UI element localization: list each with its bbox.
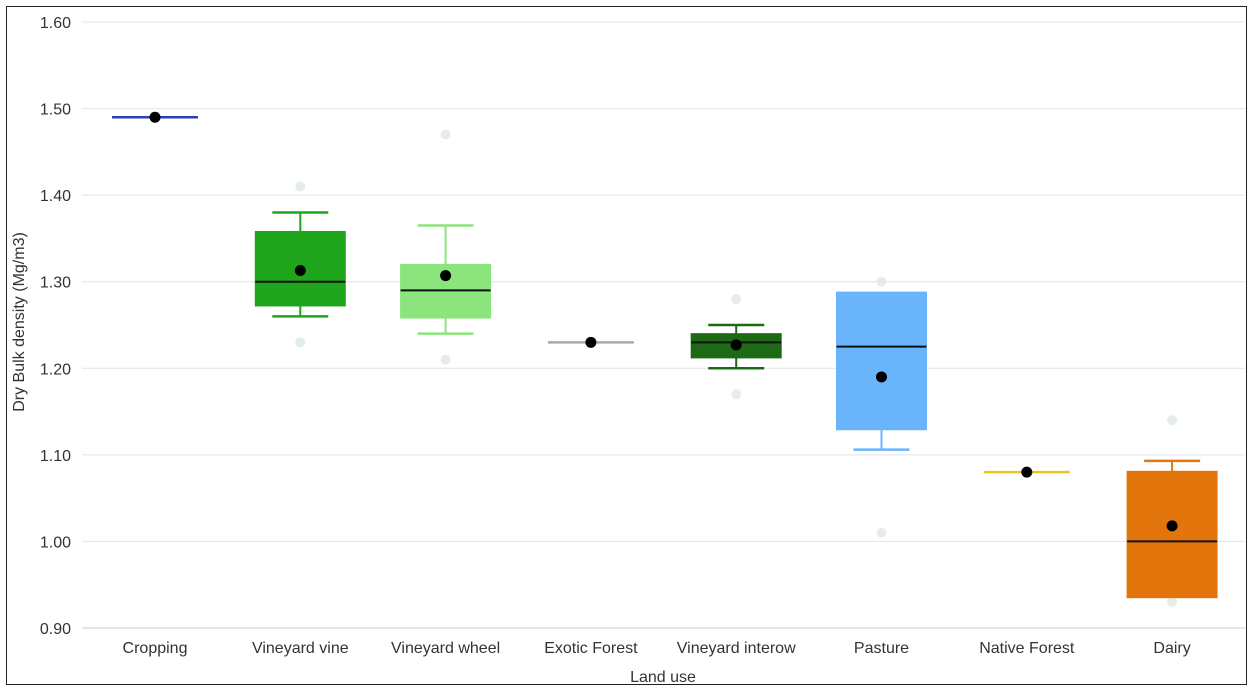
x-tick-label: Vineyard wheel bbox=[391, 640, 500, 657]
outlier-point bbox=[440, 129, 451, 140]
y-tick-label: 1.30 bbox=[40, 275, 71, 292]
mean-point bbox=[294, 264, 306, 276]
mean-point bbox=[730, 339, 742, 351]
mean-point bbox=[149, 111, 161, 123]
y-tick-label: 1.50 bbox=[40, 102, 71, 119]
mean-point bbox=[1166, 520, 1178, 532]
outlier-point bbox=[876, 276, 887, 287]
y-axis-ticks: 0.90 1.00 1.10 1.20 1.30 1.40 1.50 1.60 bbox=[40, 15, 71, 638]
box-group bbox=[836, 276, 927, 538]
mean-point bbox=[1021, 466, 1033, 478]
gridlines bbox=[82, 21, 1245, 629]
y-tick-label: 0.90 bbox=[40, 621, 71, 638]
mean-point bbox=[876, 371, 887, 383]
mean-point bbox=[585, 336, 597, 348]
x-tick-label: Vineyard vine bbox=[252, 640, 349, 657]
y-axis-title: Dry Bulk density (Mg/m3) bbox=[11, 232, 28, 412]
outlier-point bbox=[440, 354, 451, 365]
y-tick-label: 1.20 bbox=[40, 361, 71, 378]
x-tick-label: Dairy bbox=[1153, 640, 1190, 657]
box-group bbox=[112, 111, 198, 123]
x-axis-ticks: Cropping Vineyard vine Vineyard wheel Exoti… bbox=[123, 640, 1191, 657]
x-tick-label: Pasture bbox=[854, 640, 909, 657]
box-group bbox=[400, 129, 492, 365]
box-body bbox=[1126, 470, 1218, 599]
outlier-point bbox=[295, 181, 306, 192]
y-tick-label: 1.10 bbox=[40, 448, 71, 465]
outlier-point bbox=[1167, 415, 1178, 426]
box-group bbox=[254, 181, 346, 348]
mean-point bbox=[440, 270, 452, 282]
box-body bbox=[690, 333, 782, 359]
chart-frame bbox=[6, 6, 1247, 685]
x-tick-label: Vineyard interow bbox=[677, 640, 796, 657]
boxes bbox=[112, 111, 1218, 608]
y-tick-label: 1.00 bbox=[40, 534, 71, 551]
box-group bbox=[983, 466, 1070, 478]
box-group bbox=[547, 336, 634, 348]
x-tick-label: Cropping bbox=[123, 640, 188, 657]
box-body bbox=[836, 291, 927, 431]
box-group bbox=[690, 294, 782, 400]
x-axis-title: Land use bbox=[630, 669, 696, 686]
box-group bbox=[1126, 415, 1218, 608]
outlier-point bbox=[1167, 597, 1178, 608]
outlier-point bbox=[876, 527, 887, 538]
outlier-point bbox=[731, 294, 742, 305]
x-tick-label: Exotic Forest bbox=[544, 640, 638, 657]
x-tick-label: Native Forest bbox=[979, 640, 1075, 657]
y-tick-label: 1.60 bbox=[40, 15, 71, 32]
outlier-point bbox=[731, 389, 742, 400]
y-tick-label: 1.40 bbox=[40, 188, 71, 205]
outlier-point bbox=[295, 337, 306, 348]
